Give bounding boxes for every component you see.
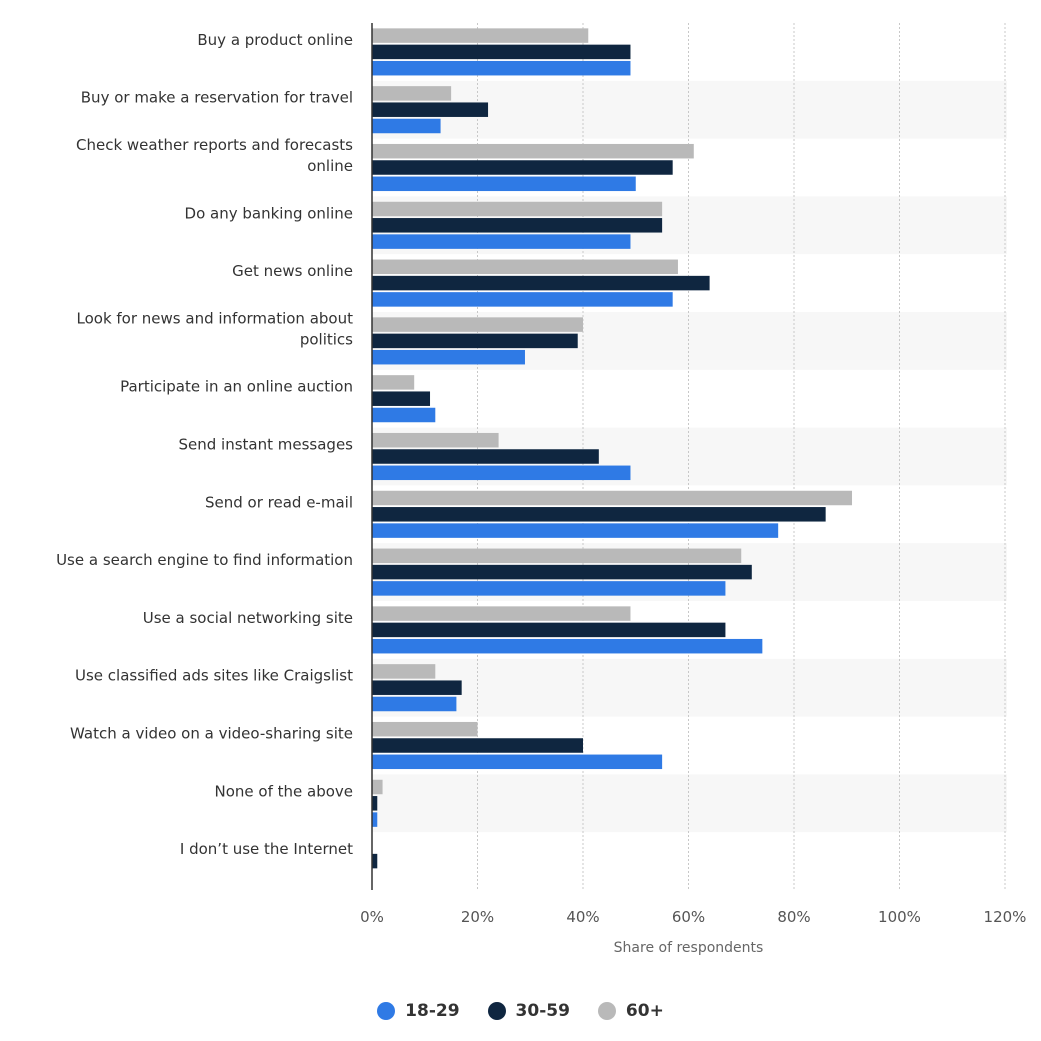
bar-30-59-8 <box>372 507 826 522</box>
legend-label-60plus: 60+ <box>625 1001 664 1021</box>
bar-18-29-7 <box>372 465 631 481</box>
category-label: Check weather reports and forecasts onlin… <box>76 136 353 175</box>
bar-30-59-5 <box>372 333 578 349</box>
category-label: Buy or make a reservation for travel <box>81 89 353 107</box>
category-label: Participate in an online auction <box>120 378 353 396</box>
bar-30-59-4 <box>372 275 710 291</box>
bar-18-29-10 <box>372 638 763 654</box>
bar-60plus-0 <box>372 28 589 43</box>
bar-30-59-7 <box>372 449 599 464</box>
bar-18-29-4 <box>372 292 673 307</box>
category-label: Buy a product online <box>197 31 353 49</box>
bar-30-59-13 <box>372 796 378 811</box>
bar-60plus-4 <box>372 259 678 275</box>
x-tick-label: 40% <box>566 908 599 926</box>
bar-30-59-1 <box>372 102 489 117</box>
bar-60plus-11 <box>372 664 436 679</box>
category-label: Use a search engine to find information <box>56 551 353 569</box>
x-tick-label: 120% <box>984 908 1027 926</box>
bar-18-29-6 <box>372 407 436 423</box>
bar-60plus-7 <box>372 432 499 448</box>
x-tick-label: 60% <box>672 908 705 926</box>
category-label: Use a social networking site <box>143 609 353 627</box>
row-band <box>372 774 1007 833</box>
x-tick-label: 20% <box>461 908 494 926</box>
bar-18-29-8 <box>372 523 779 538</box>
bar-18-29-2 <box>372 176 636 192</box>
legend-swatch-18-29 <box>377 1002 396 1020</box>
category-label: Do any banking online <box>185 204 353 222</box>
category-label: Get news online <box>232 262 353 280</box>
legend-swatch-30-59 <box>487 1002 506 1020</box>
bar-60plus-6 <box>372 375 415 390</box>
bar-30-59-12 <box>372 738 583 753</box>
bar-chart-svg: Buy a product online Buy or make a reserv… <box>56 23 1027 956</box>
x-axis-title: Share of respondents <box>614 940 764 956</box>
bar-30-59-6 <box>372 391 431 406</box>
bar-30-59-14 <box>372 853 378 869</box>
row-band <box>372 658 1007 717</box>
bar-30-59-11 <box>372 680 462 695</box>
bar-60plus-12 <box>372 721 478 737</box>
bar-60plus-10 <box>372 606 631 621</box>
legend-label-30-59: 30-59 <box>515 1001 570 1021</box>
category-label: Look for news and information about polit… <box>77 309 354 348</box>
x-tick-label: 80% <box>777 908 810 926</box>
legend: 18-29 30-59 60+ <box>0 998 1041 1024</box>
category-label: Use classified ads sites like Craigslist <box>75 667 353 685</box>
category-label: Send instant messages <box>179 436 354 454</box>
bar-60plus-1 <box>372 86 452 101</box>
category-label: None of the above <box>214 782 353 800</box>
bar-18-29-9 <box>372 581 726 596</box>
legend-swatch-60plus <box>597 1002 616 1020</box>
bar-60plus-9 <box>372 548 742 564</box>
bar-18-29-11 <box>372 696 457 712</box>
bar-18-29-12 <box>372 754 663 770</box>
bar-60plus-13 <box>372 779 383 795</box>
bar-18-29-13 <box>372 812 378 827</box>
x-tick-label: 0% <box>360 908 384 926</box>
bar-30-59-2 <box>372 160 673 175</box>
legend-item-30-59[interactable]: 30-59 <box>487 1001 570 1021</box>
bar-60plus-3 <box>372 201 663 217</box>
legend-label-18-29: 18-29 <box>405 1001 460 1021</box>
bar-18-29-1 <box>372 118 441 134</box>
bar-30-59-0 <box>372 44 631 60</box>
category-label: Send or read e-mail <box>205 493 353 511</box>
bar-18-29-0 <box>372 60 631 76</box>
bar-60plus-8 <box>372 490 853 506</box>
category-label: Watch a video on a video-sharing site <box>70 725 353 743</box>
bar-60plus-5 <box>372 317 583 332</box>
category-label: I don’t use the Internet <box>180 840 353 858</box>
bar-30-59-3 <box>372 218 663 233</box>
bar-60plus-2 <box>372 143 694 159</box>
legend-item-60plus[interactable]: 60+ <box>597 1001 664 1021</box>
bar-18-29-5 <box>372 349 525 365</box>
legend-item-18-29[interactable]: 18-29 <box>377 1001 460 1021</box>
bar-30-59-10 <box>372 622 726 638</box>
bar-18-29-3 <box>372 234 631 249</box>
bar-30-59-9 <box>372 564 752 580</box>
x-tick-label: 100% <box>878 908 921 926</box>
